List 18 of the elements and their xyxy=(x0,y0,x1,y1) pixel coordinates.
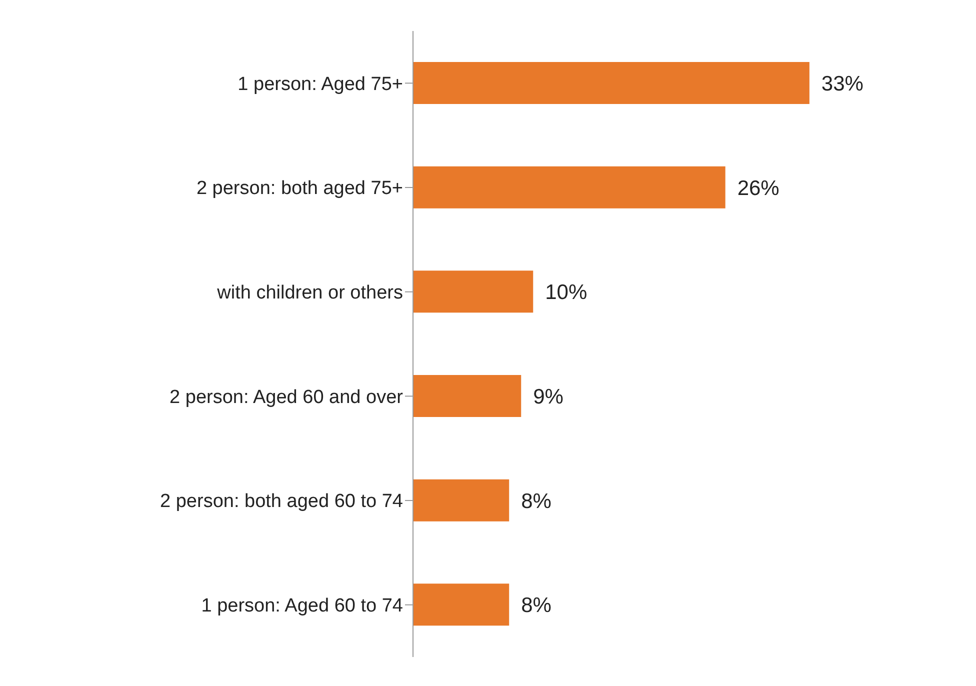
y-tick-label: with children or others xyxy=(216,282,403,304)
y-tick-label: 2 person: both aged 75+ xyxy=(196,178,403,200)
y-tick-label: 2 person: both aged 60 to 74 xyxy=(160,491,404,512)
bar xyxy=(413,479,510,522)
data-label: 9% xyxy=(533,385,564,408)
bar xyxy=(413,166,726,208)
bar xyxy=(413,375,522,417)
bar xyxy=(413,270,534,313)
data-label: 26% xyxy=(737,176,780,200)
y-tick-label: 1 person: Aged 75+ xyxy=(238,74,403,95)
y-tick-label: 2 person: Aged 60 and over xyxy=(170,386,404,408)
data-label: 8% xyxy=(521,490,552,513)
data-label: 33% xyxy=(821,72,864,96)
bar xyxy=(413,584,510,626)
bar xyxy=(413,62,810,104)
data-label: 8% xyxy=(521,594,552,618)
data-label: 10% xyxy=(545,281,588,304)
y-tick-label: 1 person: Aged 60 to 74 xyxy=(201,596,404,617)
